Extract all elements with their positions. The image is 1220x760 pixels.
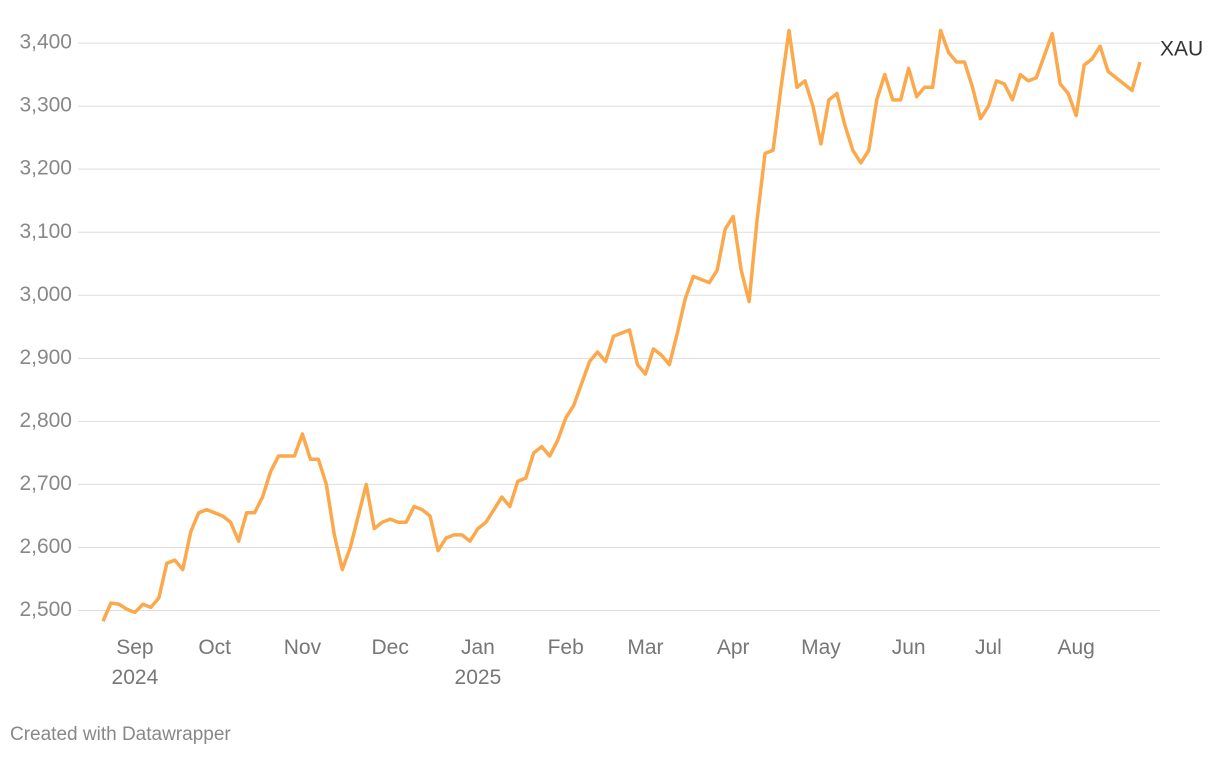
x-tick-label: Aug [1057,636,1095,659]
y-tick-label: 2,500 [19,598,72,621]
y-tick-label: 3,300 [19,94,72,117]
x-tick-label: Nov [283,636,322,659]
y-tick-label: 3,100 [19,220,72,243]
y-tick-label: 3,000 [19,283,72,306]
x-tick-label: Mar [627,636,664,659]
y-tick-label: 2,800 [19,409,72,432]
x-tick-label: Sep 2024 [111,636,159,689]
y-tick-label: 3,200 [19,157,72,180]
y-tick-label: 2,600 [19,535,72,558]
y-tick-label: 3,400 [19,31,72,54]
x-tick-label: Dec [371,636,409,659]
y-tick-label: 2,900 [19,346,72,369]
x-tick-label: Apr [716,636,750,659]
footer: Created with Datawrapper [10,724,231,745]
x-tick-label: Feb [547,636,584,659]
x-tick-label: Jun [891,636,926,659]
x-tick-label: May [801,636,841,659]
y-tick-label: 2,700 [19,472,72,495]
x-tick-label: Oct [198,636,231,659]
x-tick-label: Jan 2025 [454,636,502,689]
line [101,28,1142,622]
series-label: XAU [1160,38,1203,61]
x-tick-label: Jul [975,636,1002,659]
